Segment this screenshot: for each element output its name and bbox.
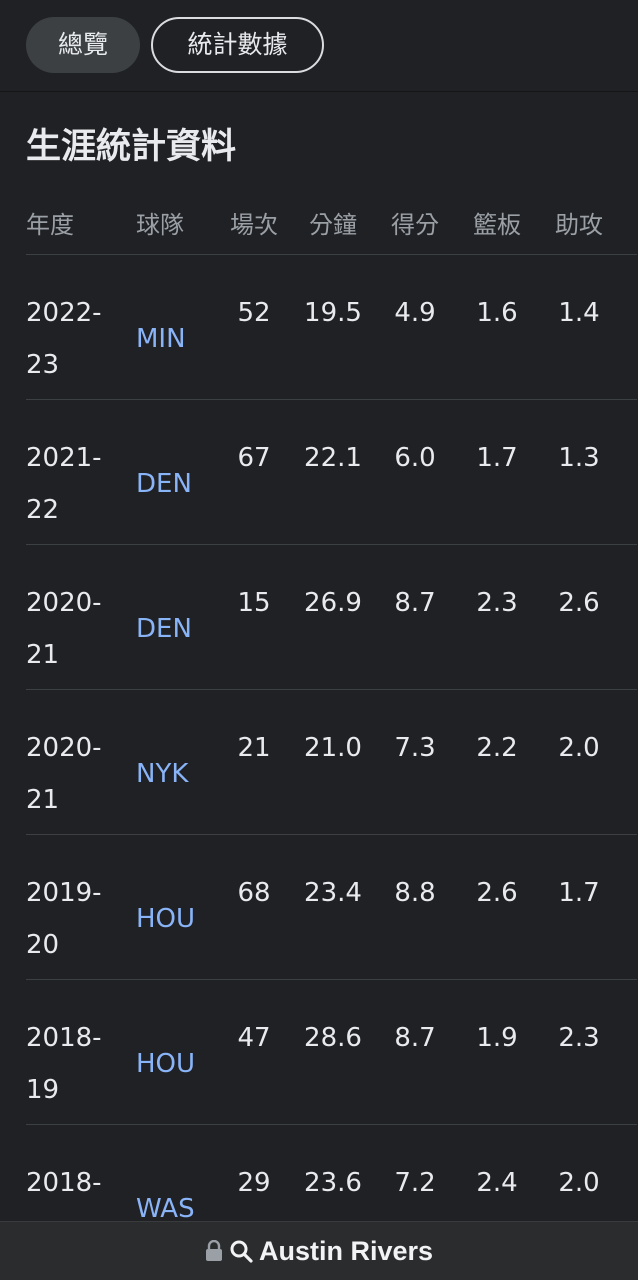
stat-value: 2.3 (558, 1023, 600, 1053)
stat-value: 2.0 (558, 733, 600, 763)
season: 2022-23 (26, 298, 102, 380)
team-link[interactable]: MIN (136, 324, 186, 354)
season: 2019-20 (26, 878, 102, 960)
lock-icon (205, 1240, 222, 1261)
table-row: 2020-21 NYK 21 21.0 7.3 2.2 2.0 (26, 690, 637, 835)
stat-value: 21.0 (304, 733, 362, 763)
stat-value: 2.2 (476, 733, 518, 763)
column-header: 得分 (391, 210, 439, 239)
stat-value: 4.9 (394, 298, 436, 328)
search-icon (230, 1240, 253, 1263)
column-header: 球隊 (136, 210, 184, 239)
stat-value: 8.7 (394, 1023, 436, 1053)
stat-value: 8.7 (394, 588, 436, 618)
season: 2021-22 (26, 443, 102, 525)
team-link[interactable]: HOU (136, 904, 196, 934)
stat-value: 15 (237, 588, 271, 618)
stat-value: 1.4 (558, 298, 600, 328)
tab[interactable]: 統計數據 (151, 17, 324, 73)
stat-value: 22.1 (304, 443, 362, 473)
address-bar[interactable]: Austin Rivers (0, 1221, 638, 1280)
table-row: 2021-22 DEN 67 22.1 6.0 1.7 1.3 (26, 400, 637, 545)
tabs: 總覽 統計數據 (26, 17, 324, 73)
stat-value: 2.6 (476, 878, 518, 908)
header-row: 年度 球隊 場次 分鐘 得分 籃板 助攻 (26, 190, 637, 255)
stat-value: 23.4 (304, 878, 362, 908)
table-row: 2020-21 DEN 15 26.9 8.7 2.3 2.6 (26, 545, 637, 690)
season: 2020-21 (26, 733, 102, 815)
team-link[interactable]: DEN (136, 614, 192, 644)
stat-value: 2.0 (558, 1168, 600, 1198)
stat-value: 8.8 (394, 878, 436, 908)
stat-value: 2.6 (558, 588, 600, 618)
stat-value: 19.5 (304, 298, 362, 328)
stat-value: 29 (237, 1168, 271, 1198)
stat-value: 7.2 (394, 1168, 436, 1198)
table-row: 2018-19 HOU 47 28.6 8.7 1.9 2.3 (26, 980, 637, 1125)
stat-value: 68 (237, 878, 271, 908)
column-header: 分鐘 (309, 210, 357, 239)
stat-value: 6.0 (394, 443, 436, 473)
tab[interactable]: 總覽 (26, 17, 140, 73)
stat-value: 23.6 (304, 1168, 362, 1198)
team-link[interactable]: HOU (136, 1049, 196, 1079)
stats-table: 年度 球隊 場次 分鐘 得分 籃板 助攻 2022-23 MIN 52 19.5 4.9 1.6 1.4… (26, 190, 637, 1270)
stat-value: 1.9 (476, 1023, 518, 1053)
divider (0, 91, 638, 92)
stat-value: 2.3 (476, 588, 518, 618)
address-text: Austin Rivers (258, 1235, 434, 1266)
stat-value: 1.7 (558, 878, 600, 908)
column-header: 助攻 (555, 210, 603, 239)
stat-value: 2.4 (476, 1168, 518, 1198)
team-link[interactable]: DEN (136, 469, 192, 499)
stat-value: 52 (237, 298, 271, 328)
stat-value: 1.3 (558, 443, 600, 473)
stat-value: 26.9 (304, 588, 362, 618)
stat-value: 1.6 (476, 298, 518, 328)
season: 2018-19 (26, 1023, 102, 1105)
stat-value: 28.6 (304, 1023, 362, 1053)
column-header: 籃板 (473, 210, 521, 239)
stat-value: 7.3 (394, 733, 436, 763)
stat-value: 47 (237, 1023, 271, 1053)
stat-value: 21 (237, 733, 271, 763)
team-link[interactable]: NYK (136, 759, 189, 789)
team-link[interactable]: WAS (136, 1194, 195, 1224)
table-row: 2022-23 MIN 52 19.5 4.9 1.6 1.4 (26, 255, 637, 400)
column-header: 場次 (230, 210, 278, 239)
stat-value: 67 (237, 443, 271, 473)
column-header: 年度 (26, 210, 74, 239)
section-title: 生涯統計資料 (26, 127, 237, 167)
season: 2020-21 (26, 588, 102, 670)
stat-value: 1.7 (476, 443, 518, 473)
table-row: 2019-20 HOU 68 23.4 8.8 2.6 1.7 (26, 835, 637, 980)
